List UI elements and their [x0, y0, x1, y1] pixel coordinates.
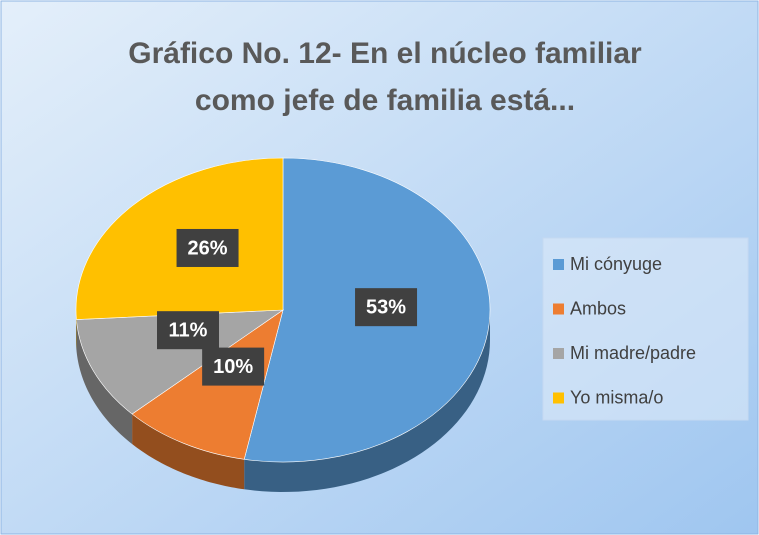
slice-side — [244, 310, 490, 492]
legend-swatch — [553, 348, 564, 359]
data-label: 53% — [366, 296, 406, 318]
legend-box — [542, 237, 749, 421]
chart-title: Gráfico No. 12- En el núcleo familiar — [128, 37, 642, 70]
slice-side — [132, 414, 245, 490]
data-label: 11% — [169, 319, 208, 341]
data-label-box — [157, 311, 220, 350]
legend-swatch — [553, 259, 564, 270]
legend-label: Mi madre/padre — [570, 343, 696, 363]
data-label: 26% — [188, 237, 228, 259]
legend-swatch — [553, 303, 564, 315]
data-label: 10% — [213, 356, 253, 378]
slice-top — [76, 309, 285, 415]
legend-label: Yo misma/o — [570, 387, 663, 407]
legend-swatch — [553, 392, 564, 404]
legend-label: Mi cónyuge — [570, 254, 662, 274]
chart-title: como jefe de familia está... — [195, 84, 575, 117]
slice-side — [76, 319, 133, 445]
data-label-box — [355, 288, 418, 327]
data-label-box — [202, 347, 265, 386]
legend-label: Ambos — [570, 298, 626, 318]
data-label-box — [176, 228, 239, 267]
slice — [76, 309, 285, 445]
